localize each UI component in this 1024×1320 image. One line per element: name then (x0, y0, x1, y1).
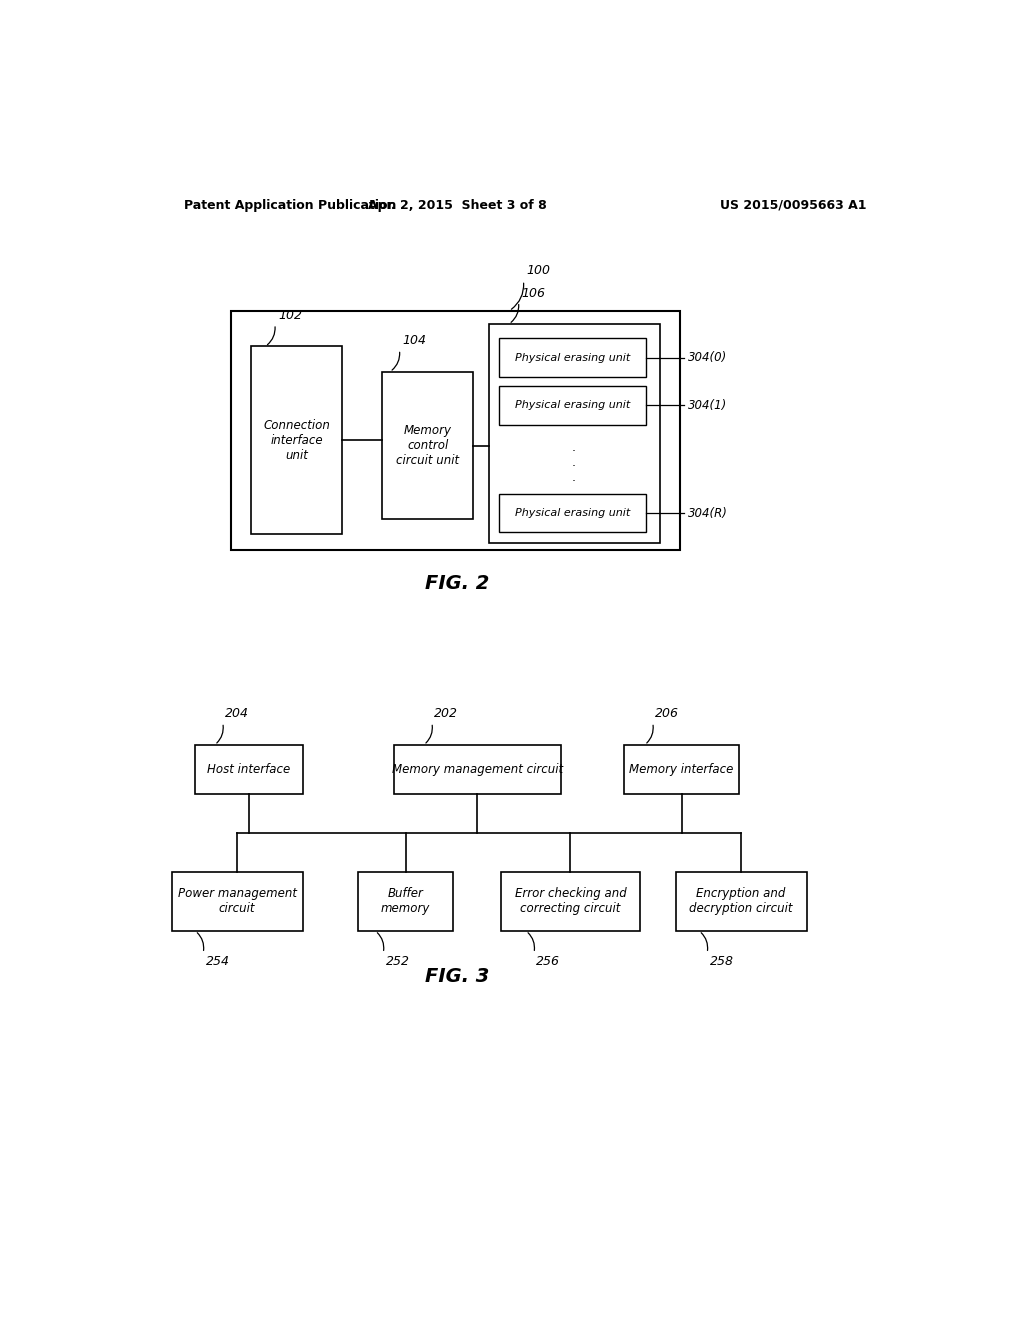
Text: FIG. 3: FIG. 3 (425, 968, 489, 986)
Bar (382, 372, 473, 519)
Text: Power management
circuit: Power management circuit (177, 887, 297, 915)
Bar (500, 494, 646, 532)
Text: FIG. 2: FIG. 2 (425, 574, 489, 593)
Text: Patent Application Publication: Patent Application Publication (183, 198, 396, 211)
Bar (500, 385, 646, 425)
Bar (394, 744, 560, 793)
Bar (501, 873, 640, 931)
Text: Encryption and
decryption circuit: Encryption and decryption circuit (689, 887, 793, 915)
Bar (196, 744, 303, 793)
Text: Memory
control
circuit unit: Memory control circuit unit (396, 424, 459, 467)
Text: ·
·
·: · · · (572, 445, 577, 488)
Bar (676, 873, 807, 931)
Bar (251, 346, 342, 535)
Bar (500, 338, 646, 378)
Text: 104: 104 (402, 334, 427, 347)
Bar (231, 312, 680, 549)
Text: 304(0): 304(0) (687, 351, 727, 364)
Text: 204: 204 (225, 708, 249, 721)
Text: 256: 256 (537, 956, 560, 969)
Text: 206: 206 (655, 708, 679, 721)
Bar (172, 873, 303, 931)
Text: 252: 252 (386, 956, 410, 969)
Text: Connection
interface
unit: Connection interface unit (263, 418, 330, 462)
Text: 102: 102 (278, 309, 302, 322)
Text: Host interface: Host interface (208, 763, 291, 776)
Text: 202: 202 (434, 708, 458, 721)
Text: Physical erasing unit: Physical erasing unit (515, 352, 631, 363)
Text: US 2015/0095663 A1: US 2015/0095663 A1 (720, 198, 866, 211)
Text: Physical erasing unit: Physical erasing unit (515, 508, 631, 519)
Text: 304(1): 304(1) (687, 399, 727, 412)
Bar (489, 325, 659, 543)
Text: 258: 258 (710, 956, 733, 969)
Bar (624, 744, 739, 793)
Bar (358, 873, 454, 931)
Text: 254: 254 (206, 956, 229, 969)
Text: Memory interface: Memory interface (630, 763, 734, 776)
Text: Apr. 2, 2015  Sheet 3 of 8: Apr. 2, 2015 Sheet 3 of 8 (368, 198, 547, 211)
Text: 304(R): 304(R) (687, 507, 727, 520)
Text: Memory management circuit: Memory management circuit (391, 763, 563, 776)
Text: Error checking and
correcting circuit: Error checking and correcting circuit (514, 887, 627, 915)
Text: Physical erasing unit: Physical erasing unit (515, 400, 631, 411)
Text: 100: 100 (526, 264, 551, 277)
Text: Buffer
memory: Buffer memory (381, 887, 430, 915)
Text: 106: 106 (521, 286, 546, 300)
